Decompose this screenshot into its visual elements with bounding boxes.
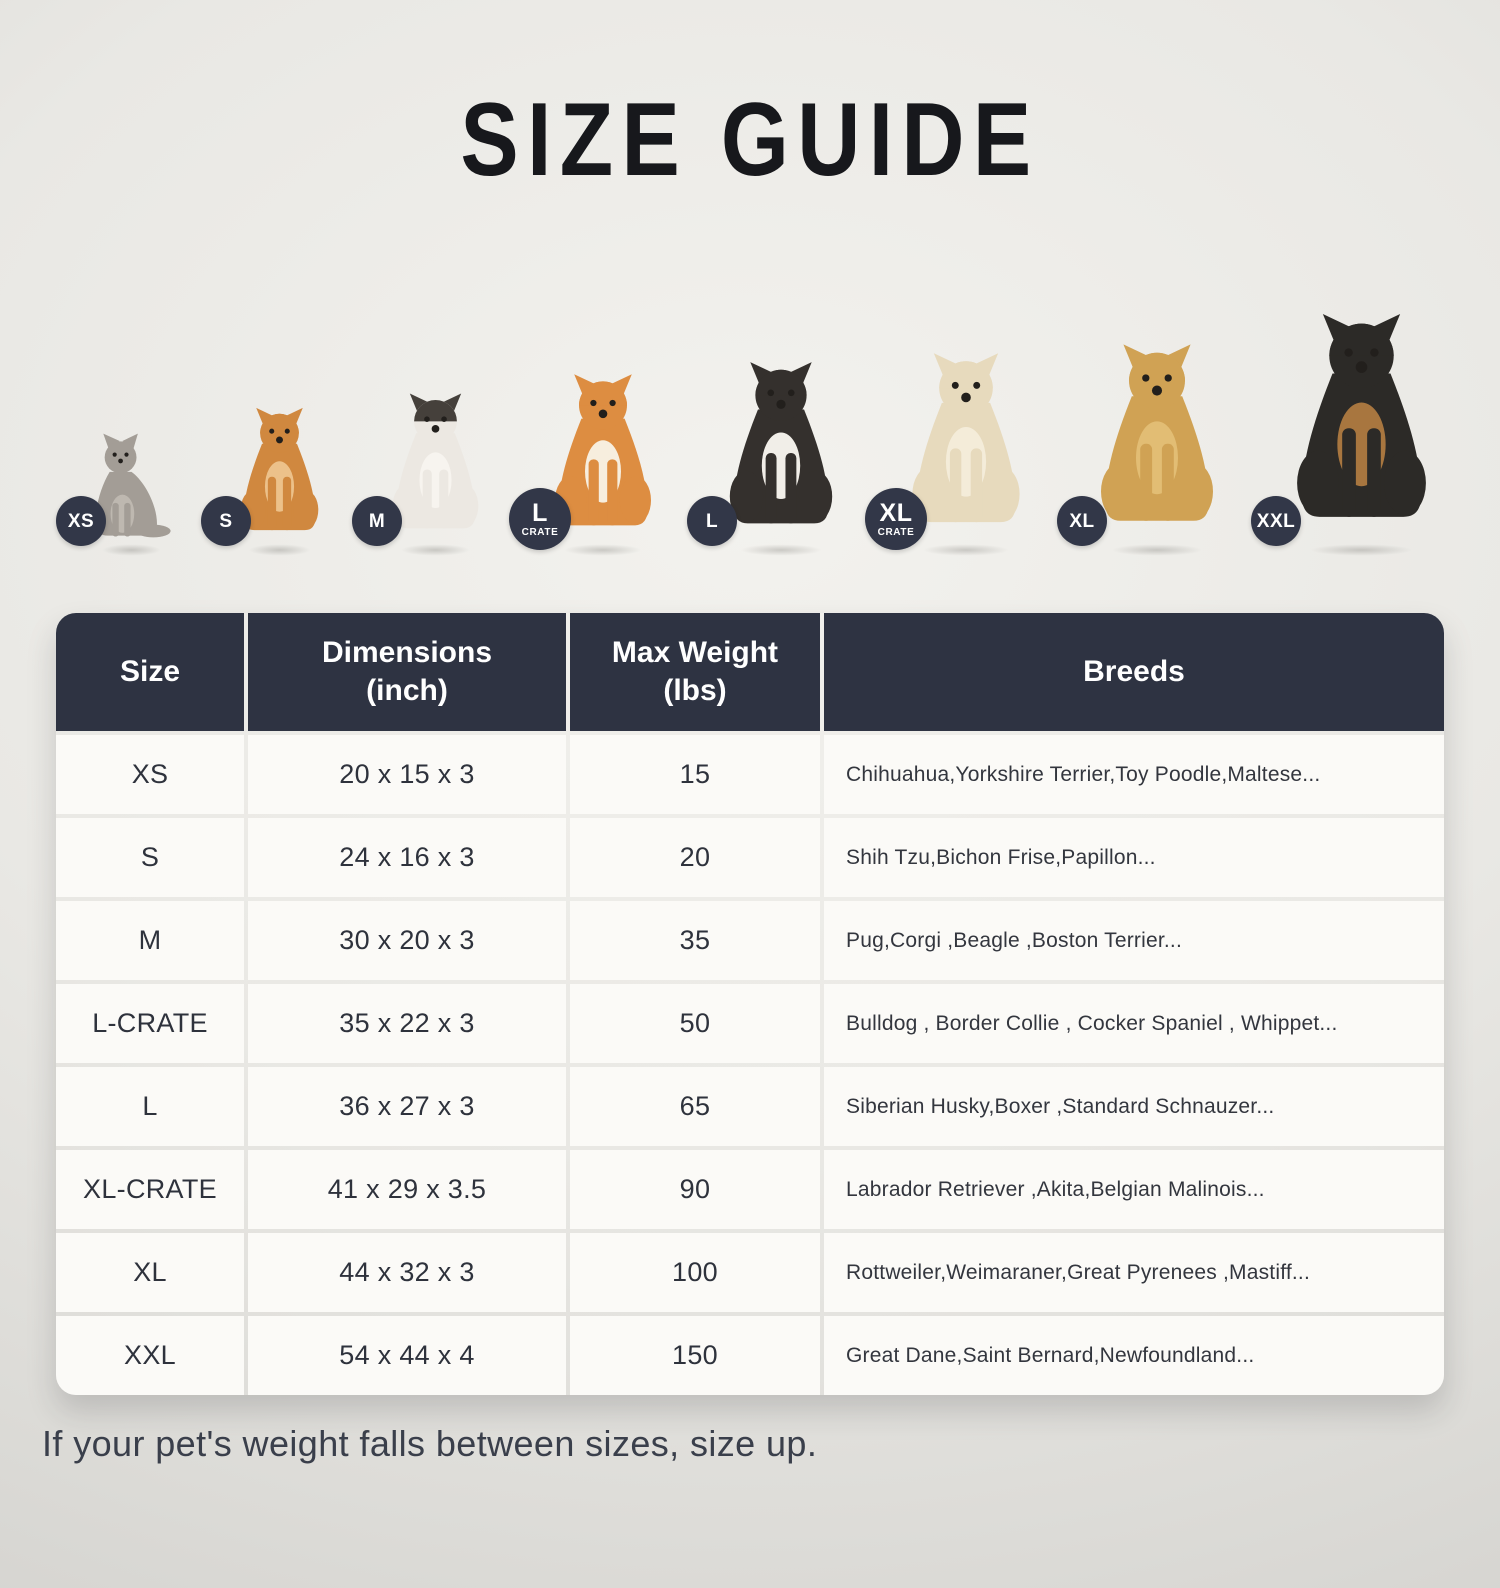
size-cell: M: [56, 901, 244, 980]
dimensions-cell: 44 x 32 x 3: [248, 1233, 566, 1312]
table-header-sublabel: (inch): [366, 674, 448, 707]
max-weight-cell: 150: [570, 1316, 820, 1395]
size-guide-table: Size Dimensions (inch) Max Weight (lbs) …: [56, 613, 1444, 1395]
table-header-sublabel: (lbs): [663, 674, 727, 707]
size-badge: L: [687, 496, 737, 546]
max-weight-cell: 35: [570, 901, 820, 980]
size-badge: XL: [1057, 496, 1107, 546]
size-badge: XXL: [1251, 496, 1301, 546]
size-cell: XL-CRATE: [56, 1150, 244, 1229]
size-badge-label: L: [532, 498, 548, 527]
size-badge-label: M: [368, 510, 386, 532]
breeds-cell: Chihuahua,Yorkshire Terrier,Toy Poodle,M…: [824, 735, 1444, 814]
size-cell: S: [56, 818, 244, 897]
pet-shadow: [388, 542, 483, 558]
max-weight-cell: 65: [570, 1067, 820, 1146]
size-cell: L: [56, 1067, 244, 1146]
table-header-cell: Dimensions (inch): [248, 613, 566, 731]
breeds-cell: Pug,Corgi ,Beagle ,Boston Terrier...: [824, 901, 1444, 980]
pet-shadow: [1290, 542, 1433, 558]
table-header-cell: Breeds: [824, 613, 1444, 731]
dimensions-cell: 54 x 44 x 4: [248, 1316, 566, 1395]
pet-shiba-inu: L CRATE: [509, 351, 663, 558]
size-cell: XL: [56, 1233, 244, 1312]
size-badge-label: XL: [1069, 510, 1095, 532]
pet-shadow: [724, 542, 838, 558]
table-header-cell: Max Weight (lbs): [570, 613, 820, 731]
breeds-cell: Great Dane,Saint Bernard,Newfoundland...: [824, 1316, 1444, 1395]
doberman-image: [1281, 283, 1442, 551]
size-badge-label: S: [219, 510, 233, 532]
size-badge: S: [201, 496, 251, 546]
table-header-label: Dimensions: [321, 635, 493, 669]
breeds-cell: Labrador Retriever ,Akita,Belgian Malino…: [824, 1150, 1444, 1229]
page-title: SIZE GUIDE: [460, 82, 1040, 198]
max-weight-cell: 20: [570, 818, 820, 897]
pet-shadow: [1095, 542, 1219, 558]
size-cell: XXL: [56, 1316, 244, 1395]
breeds-cell: Shih Tzu,Bichon Frise,Papillon...: [824, 818, 1444, 897]
dimensions-cell: 30 x 20 x 3: [248, 901, 566, 980]
size-badge: L CRATE: [509, 488, 571, 550]
max-weight-cell: 15: [570, 735, 820, 814]
size-badge-sublabel: CRATE: [521, 526, 559, 538]
table-header-label: Max Weight: [611, 635, 779, 669]
size-badge-sublabel: CRATE: [877, 526, 915, 538]
pet-shadow: [236, 542, 323, 558]
size-badge: M: [352, 496, 402, 546]
pets-row: XS S M L CRATE L: [56, 276, 1442, 558]
dimensions-cell: 36 x 27 x 3: [248, 1067, 566, 1146]
dimensions-cell: 35 x 22 x 3: [248, 984, 566, 1063]
breeds-cell: Siberian Husky,Boxer ,Standard Schnauzer…: [824, 1067, 1444, 1146]
pet-pomeranian: S: [201, 389, 328, 558]
pet-shadow: [91, 542, 172, 558]
pet-labrador: XL CRATE: [865, 327, 1033, 558]
dimensions-cell: 20 x 15 x 3: [248, 735, 566, 814]
size-badge: XL CRATE: [865, 488, 927, 550]
size-badge-label: L: [705, 510, 719, 532]
table-header-label: Breeds: [1083, 654, 1185, 688]
pet-golden-retriever: XL: [1057, 317, 1227, 558]
size-badge-label: XS: [67, 510, 95, 532]
size-badge-label: XXL: [1256, 510, 1296, 532]
pet-doberman: XXL: [1251, 283, 1442, 558]
breeds-cell: Bulldog , Border Collie , Cocker Spaniel…: [824, 984, 1444, 1063]
pet-shadow: [550, 542, 656, 558]
pet-border-collie: L: [687, 337, 845, 558]
size-table-grid: Size Dimensions (inch) Max Weight (lbs) …: [56, 613, 1444, 1395]
table-header-label: Size: [119, 654, 181, 688]
pet-cat: XS: [56, 421, 177, 558]
size-cell: XS: [56, 735, 244, 814]
table-header-cell: Size: [56, 613, 244, 731]
pet-shadow: [907, 542, 1025, 558]
max-weight-cell: 50: [570, 984, 820, 1063]
size-badge-label: XL: [879, 498, 913, 527]
dimensions-cell: 24 x 16 x 3: [248, 818, 566, 897]
size-cell: L-CRATE: [56, 984, 244, 1063]
dimensions-cell: 41 x 29 x 3.5: [248, 1150, 566, 1229]
max-weight-cell: 100: [570, 1233, 820, 1312]
footer-note: If your pet's weight falls between sizes…: [42, 1423, 818, 1464]
golden-retriever-image: [1087, 317, 1227, 551]
max-weight-cell: 90: [570, 1150, 820, 1229]
pet-french-bulldog: M: [352, 373, 489, 558]
breeds-cell: Rottweiler,Weimaraner,Great Pyrenees ,Ma…: [824, 1233, 1444, 1312]
size-badge: XS: [56, 496, 106, 546]
